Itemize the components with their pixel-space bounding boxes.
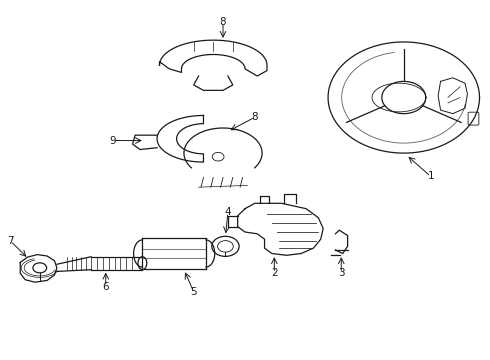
Text: 8: 8 [220, 17, 226, 27]
Text: 8: 8 [251, 112, 258, 122]
Text: 6: 6 [102, 282, 109, 292]
Text: 7: 7 [7, 236, 14, 246]
Text: 3: 3 [338, 268, 344, 278]
Text: 2: 2 [271, 268, 278, 278]
Text: 1: 1 [427, 171, 434, 181]
Text: 4: 4 [224, 207, 231, 217]
Text: 5: 5 [191, 287, 197, 297]
Text: 9: 9 [110, 136, 117, 145]
